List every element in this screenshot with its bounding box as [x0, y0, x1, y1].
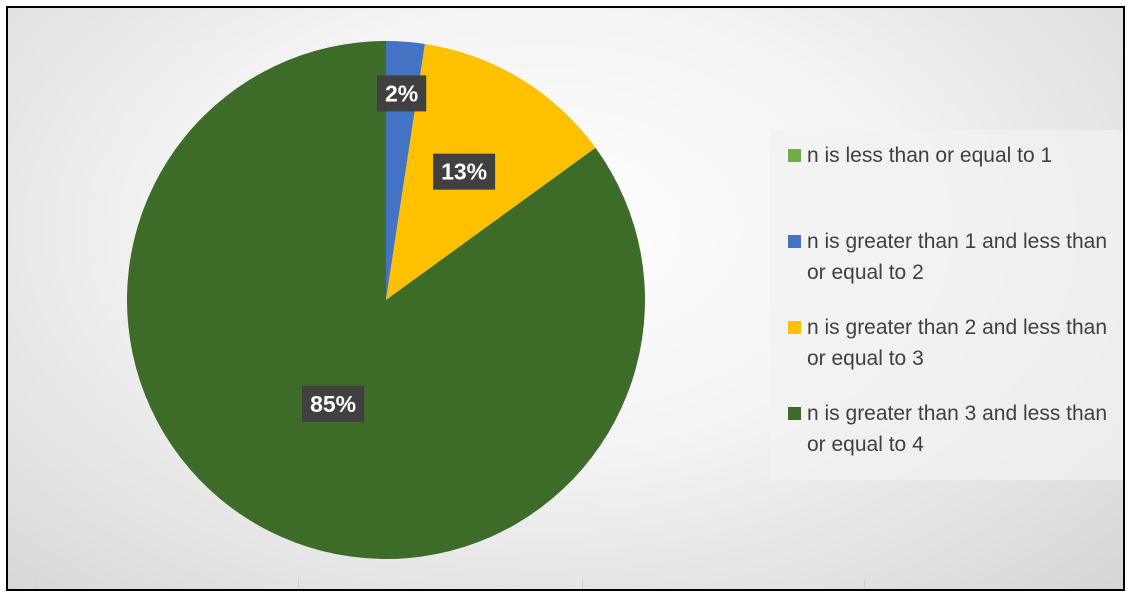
legend: n is less than or equal to 1 n is greate…: [770, 130, 1123, 480]
legend-label-3: n is greater than 2 and less than or equ…: [807, 316, 1108, 370]
data-label-2: 2%: [376, 75, 427, 112]
data-label-box-3: [433, 153, 496, 190]
legend-swatch-3: [788, 321, 801, 334]
pie-chart: 2% 13% 85%: [126, 40, 645, 559]
legend-label-1: n is less than or equal to 1: [807, 144, 1053, 167]
data-label-text-4: 85%: [310, 391, 356, 417]
legend-item-3: n is greater than 2 and less than or equ…: [788, 312, 1118, 374]
gridline-tick: [864, 579, 865, 589]
gridline-tick: [582, 579, 583, 589]
legend-item-1: n is less than or equal to 1: [788, 140, 1118, 171]
gridline-tick: [298, 579, 299, 589]
data-label-text-3: 13%: [441, 159, 487, 185]
data-label-3: 13%: [433, 153, 496, 190]
data-label-box-2: [376, 75, 427, 112]
legend-swatch-2: [788, 235, 801, 248]
gridline-tick: [36, 579, 37, 589]
legend-swatch-4: [788, 407, 801, 420]
chart-area: 2% 13% 85% n is less than or equal to 1 n …: [6, 6, 1125, 591]
legend-label-2: n is greater than 1 and less than or equ…: [807, 230, 1108, 284]
legend-item-4: n is greater than 3 and less than or equ…: [788, 398, 1118, 460]
pie-data-labels: 2% 13% 85%: [302, 75, 496, 422]
pie-slice-4: [126, 40, 645, 559]
data-label-box-4: [302, 385, 365, 422]
legend-label-4: n is greater than 3 and less than or equ…: [807, 402, 1108, 456]
data-label-text-2: 2%: [385, 80, 418, 106]
legend-item-2: n is greater than 1 and less than or equ…: [788, 226, 1118, 288]
pie-slices: [126, 40, 645, 559]
data-label-4: 85%: [302, 385, 365, 422]
legend-swatch-1: [788, 149, 801, 162]
